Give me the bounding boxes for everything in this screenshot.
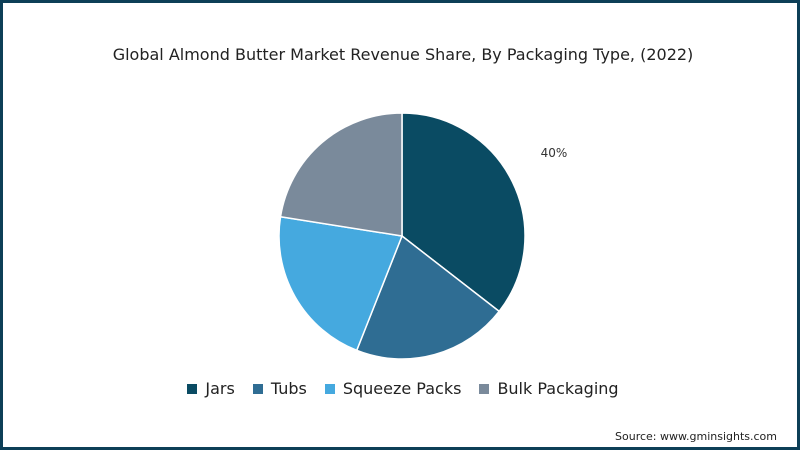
data-label-jars: 40% [541,146,568,160]
chart-title: Global Almond Butter Market Revenue Shar… [112,45,694,64]
source-note: Source: www.gminsights.com [615,430,777,443]
pie-slice-squeeze-packs [278,215,404,352]
pie-slice-bulk-packaging [279,112,403,237]
legend-swatch [252,383,263,394]
legend-swatch [479,383,490,394]
legend-item-jars: Jars [187,379,235,398]
legend-item-bulk-packaging: Bulk Packaging [479,379,619,398]
legend-item-squeeze-packs: Squeeze Packs [324,379,462,398]
legend-label: Jars [205,379,235,398]
legend-swatch [324,383,335,394]
legend-swatch [187,383,198,394]
chart-legend: Jars Tubs Squeeze Packs Bulk Packaging [3,379,800,398]
legend-label: Squeeze Packs [342,379,462,398]
legend-item-tubs: Tubs [252,379,307,398]
pie-slice-jars [401,112,526,313]
pie-slice-tubs [355,234,501,360]
legend-label: Bulk Packaging [497,379,619,398]
legend-label: Tubs [270,379,307,398]
pie-chart: 40% [278,112,568,360]
